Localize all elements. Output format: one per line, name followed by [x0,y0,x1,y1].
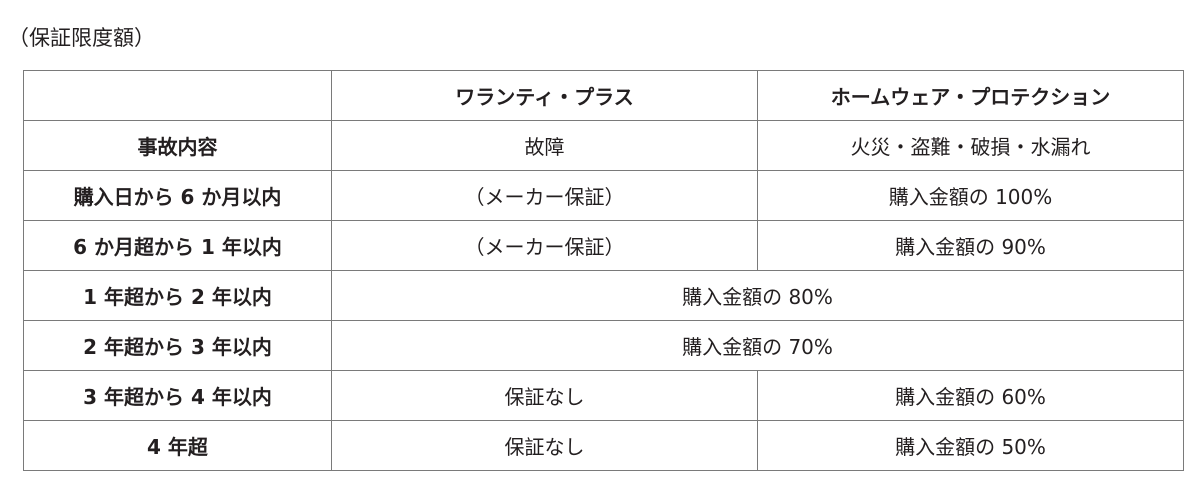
header-warranty-plus: ワランティ・プラス [331,70,758,121]
merged-cell: 購入金額の 70% [331,320,1184,371]
table-cell: 火災・盗難・破損・水漏れ [757,120,1184,171]
table-row: 事故内容 故障 火災・盗難・破損・水漏れ [23,120,1184,171]
table-row: 6 か月超から 1 年以内 （メーカー保証） 購入金額の 90% [23,220,1184,271]
table-row: 2 年超から 3 年以内 購入金額の 70% [23,320,1184,371]
row-label: 6 か月超から 1 年以内 [23,220,332,271]
table-cell: 購入金額の 50% [757,420,1184,471]
coverage-table: ワランティ・プラス ホームウェア・プロテクション 事故内容 故障 火災・盗難・破… [23,70,1184,471]
table-cell: 購入金額の 100% [757,170,1184,221]
header-cell-empty [23,70,332,121]
table-cell: 保証なし [331,420,758,471]
header-homeware-protection: ホームウェア・プロテクション [757,70,1184,121]
row-label: 2 年超から 3 年以内 [23,320,332,371]
table-cell: （メーカー保証） [331,220,758,271]
table-caption: （保証限度額） [8,26,155,50]
header-row: ワランティ・プラス ホームウェア・プロテクション [23,70,1184,121]
row-label: 購入日から 6 か月以内 [23,170,332,221]
table-row: 3 年超から 4 年以内 保証なし 購入金額の 60% [23,370,1184,421]
table-cell: 購入金額の 90% [757,220,1184,271]
merged-cell: 購入金額の 80% [331,270,1184,321]
row-label: 3 年超から 4 年以内 [23,370,332,421]
row-label: 1 年超から 2 年以内 [23,270,332,321]
table-row: 4 年超 保証なし 購入金額の 50% [23,420,1184,471]
table-cell: 保証なし [331,370,758,421]
table-row: 購入日から 6 か月以内 （メーカー保証） 購入金額の 100% [23,170,1184,221]
table-cell: 購入金額の 60% [757,370,1184,421]
table-cell: （メーカー保証） [331,170,758,221]
row-label: 事故内容 [23,120,332,171]
table-cell: 故障 [331,120,758,171]
row-label: 4 年超 [23,420,332,471]
table-row: 1 年超から 2 年以内 購入金額の 80% [23,270,1184,321]
